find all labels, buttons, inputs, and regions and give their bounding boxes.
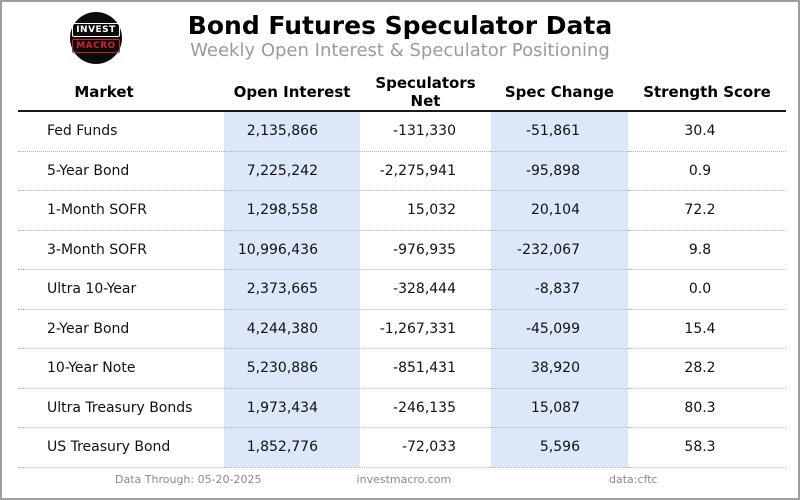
cell-strength-score: 28.2 — [628, 348, 786, 389]
cell-market: Fed Funds — [18, 111, 224, 152]
table-header-row: Market Open Interest Speculators Net Spec C… — [18, 74, 786, 112]
header: Bond Futures Speculator Data Weekly Open… — [2, 11, 798, 62]
cell-strength-score: 80.3 — [628, 388, 786, 428]
col-header-speculators-net: Speculators Net — [360, 74, 491, 112]
cell-speculators-net: -851,431 — [360, 348, 491, 389]
cell-strength-score: 72.2 — [628, 190, 786, 231]
table-row: Fed Funds 2,135,866 -131,330 -51,861 30.4 — [18, 111, 786, 152]
cell-open-interest: 5,230,886 — [224, 348, 360, 389]
speculator-data-table: Market Open Interest Speculators Net Spec C… — [18, 74, 786, 468]
cell-open-interest: 10,996,436 — [224, 230, 360, 270]
cell-spec-change: -232,067 — [491, 230, 628, 270]
cell-spec-change: -45,099 — [491, 309, 628, 349]
cell-strength-score: 9.8 — [628, 230, 786, 270]
footer-website: investmacro.com — [356, 473, 452, 486]
col-header-market: Market — [18, 74, 224, 112]
cell-market: Ultra Treasury Bonds — [18, 388, 224, 428]
logo-macro-text: MACRO — [72, 39, 120, 53]
cell-open-interest: 4,244,380 — [224, 309, 360, 349]
page-title: Bond Futures Speculator Data — [187, 11, 613, 40]
cell-speculators-net: -1,267,331 — [360, 309, 491, 349]
col-header-strength-score: Strength Score — [628, 74, 786, 112]
table-row: 10-Year Note 5,230,886 -851,431 38,920 28.2 — [18, 348, 786, 389]
table-row: 5-Year Bond 7,225,242 -2,275,941 -95,898 0.9 — [18, 151, 786, 191]
page-subtitle: Weekly Open Interest & Speculator Positi… — [190, 40, 610, 61]
cell-speculators-net: 15,032 — [360, 190, 491, 231]
footer-source: data:cftc — [609, 473, 658, 486]
cell-speculators-net: -246,135 — [360, 388, 491, 428]
table-row: Ultra 10-Year 2,373,665 -328,444 -8,837 0.0 — [18, 269, 786, 310]
table-row: US Treasury Bond 1,852,776 -72,033 5,596 58.… — [18, 427, 786, 468]
table-row: 2-Year Bond 4,244,380 -1,267,331 -45,099 15.… — [18, 309, 786, 349]
cell-strength-score: 0.0 — [628, 269, 786, 310]
cell-spec-change: -8,837 — [491, 269, 628, 310]
cell-speculators-net: -328,444 — [360, 269, 491, 310]
cell-spec-change: 5,596 — [491, 427, 628, 468]
investmacro-logo: INVEST MACRO — [70, 12, 122, 64]
cell-spec-change: -95,898 — [491, 151, 628, 191]
cell-spec-change: 38,920 — [491, 348, 628, 389]
col-header-spec-change: Spec Change — [491, 74, 628, 112]
cell-market: 5-Year Bond — [18, 151, 224, 191]
cell-strength-score: 0.9 — [628, 151, 786, 191]
cell-market: 2-Year Bond — [18, 309, 224, 349]
logo-invest-text: INVEST — [72, 23, 120, 37]
cell-spec-change: -51,861 — [491, 111, 628, 152]
cell-speculators-net: -72,033 — [360, 427, 491, 468]
footer: Data Through: 05-20-2025 investmacro.com… — [2, 466, 798, 494]
table-row: 3-Month SOFR 10,996,436 -976,935 -232,067 9.… — [18, 230, 786, 270]
cell-market: Ultra 10-Year — [18, 269, 224, 310]
cell-spec-change: 20,104 — [491, 190, 628, 231]
cell-spec-change: 15,087 — [491, 388, 628, 428]
col-header-open-interest: Open Interest — [224, 74, 360, 112]
cell-speculators-net: -2,275,941 — [360, 151, 491, 191]
cell-open-interest: 2,135,866 — [224, 111, 360, 152]
cell-open-interest: 1,973,434 — [224, 388, 360, 428]
table-row: 1-Month SOFR 1,298,558 15,032 20,104 72.2 — [18, 190, 786, 231]
cell-market: US Treasury Bond — [18, 427, 224, 468]
cell-speculators-net: -131,330 — [360, 111, 491, 152]
cell-strength-score: 30.4 — [628, 111, 786, 152]
cell-open-interest: 1,298,558 — [224, 190, 360, 231]
cell-strength-score: 58.3 — [628, 427, 786, 468]
cell-market: 3-Month SOFR — [18, 230, 224, 270]
table-row: Ultra Treasury Bonds 1,973,434 -246,135 15,… — [18, 388, 786, 428]
cell-market: 10-Year Note — [18, 348, 224, 389]
cell-strength-score: 15.4 — [628, 309, 786, 349]
cell-open-interest: 1,852,776 — [224, 427, 360, 468]
cell-open-interest: 7,225,242 — [224, 151, 360, 191]
cell-market: 1-Month SOFR — [18, 190, 224, 231]
cell-speculators-net: -976,935 — [360, 230, 491, 270]
footer-data-through: Data Through: 05-20-2025 — [115, 473, 262, 486]
cell-open-interest: 2,373,665 — [224, 269, 360, 310]
